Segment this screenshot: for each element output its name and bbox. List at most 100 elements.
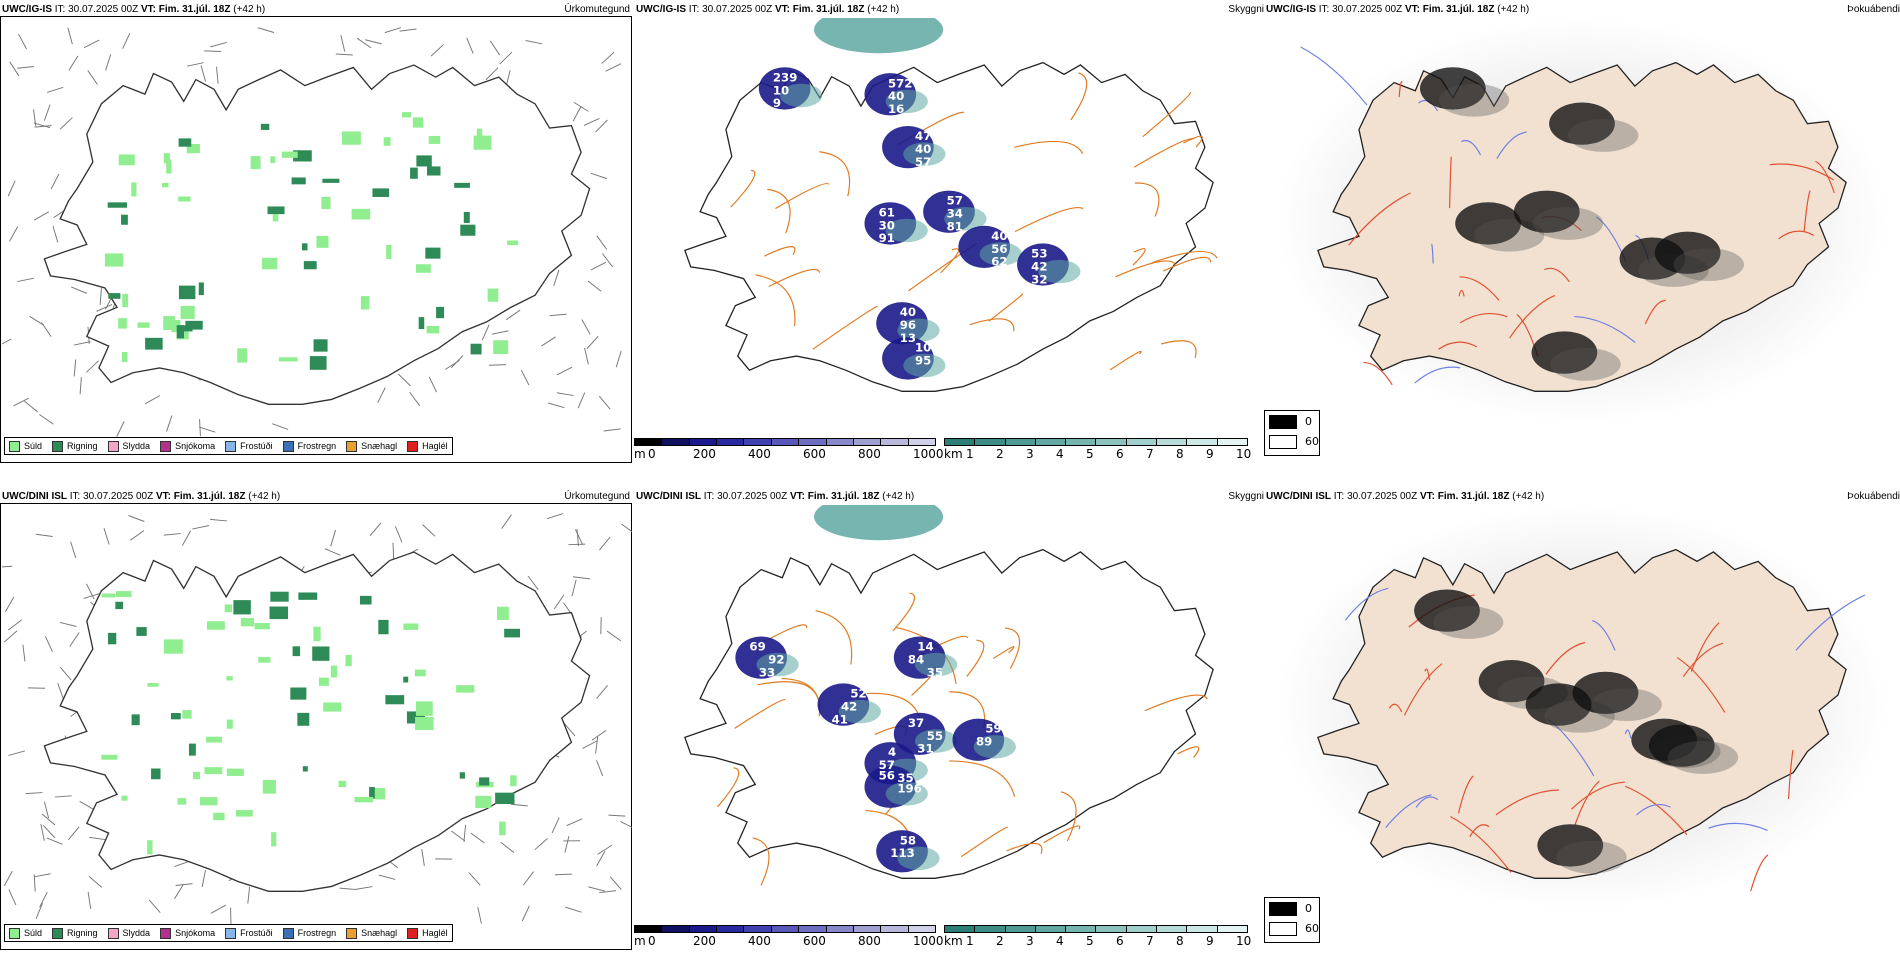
wind-barb (577, 529, 578, 546)
precip-cell (151, 769, 160, 780)
wind-barb (34, 212, 49, 220)
colorbar-swatch (827, 926, 854, 932)
wind-barb (4, 871, 12, 886)
wind-barb (60, 622, 76, 626)
wind-barb (599, 396, 610, 409)
wind-barb (478, 907, 482, 924)
wind-barb (588, 887, 604, 891)
wind-barb (567, 819, 582, 826)
precip-cell (416, 701, 433, 716)
wind-barb (53, 226, 58, 242)
height-unit: m (634, 447, 646, 461)
colorbar-swatch (975, 926, 1005, 932)
wind-barb (204, 51, 221, 52)
precip-cell (108, 293, 120, 299)
precip-cell (171, 713, 181, 719)
precip-cell (193, 772, 200, 779)
cloud-base-label: 89 (976, 735, 992, 749)
colorbar-tick: 6 (1116, 934, 1124, 948)
cloud-base-label: 37 (908, 716, 924, 730)
colorbar-tick: 9 (1206, 447, 1214, 461)
wind-barb (74, 342, 91, 345)
colorbar-swatch (909, 926, 935, 932)
cloud-base-label: 32 (1031, 272, 1047, 286)
colorbar-swatch (881, 439, 908, 445)
cloud-base-label: 52 (850, 687, 866, 701)
precip-type-panel: UWC/IG-IS IT: 30.07.2025 00Z VT: Fim. 31… (0, 0, 634, 470)
wind-barb (400, 29, 417, 31)
precip-cell (385, 695, 404, 704)
precip-cell (436, 307, 444, 318)
legend-item: Haglél (407, 441, 448, 452)
fog-area (1550, 348, 1620, 381)
wind-barb (74, 359, 76, 376)
wind-barb (217, 67, 219, 84)
precip-cell (475, 796, 491, 808)
legend-label: Snæhagl (361, 441, 397, 451)
wind-barb (582, 741, 597, 749)
legend-label: Haglél (422, 441, 448, 451)
legend-swatch (108, 441, 119, 452)
colorbar-swatch (662, 439, 689, 445)
precip-cell (204, 767, 222, 774)
precip-cell (145, 338, 163, 350)
colorbar-swatch (1066, 439, 1096, 445)
precip-cell (255, 623, 270, 629)
precip-cell (268, 206, 285, 214)
precip-cell (227, 720, 233, 729)
wind-barb (272, 424, 288, 430)
legend-item: Snjókoma (160, 441, 215, 452)
precip-cell (402, 112, 411, 117)
precip-cell (290, 688, 306, 700)
wind-barb (535, 838, 548, 849)
wind-barb (501, 842, 514, 853)
colorbar-swatch (1036, 926, 1066, 932)
legend-label: Snjókoma (175, 441, 215, 451)
precip-cell (262, 258, 277, 269)
fog-value: 0 (1305, 415, 1312, 428)
colorbar-swatch (909, 439, 935, 445)
wind-barb (365, 40, 381, 44)
precip-cell (427, 326, 440, 333)
fog-index-panel: UWC/IG-IS IT: 30.07.2025 00Z VT: Fim. 31… (1264, 0, 1900, 470)
legend-item: Snæhagl (346, 928, 397, 939)
wind-barb (582, 320, 590, 335)
wind-barb (8, 620, 21, 630)
colorbar-tick: 1000 (913, 934, 944, 948)
wind-barb (597, 236, 607, 250)
cloud-base-label: 62 (991, 255, 1007, 269)
precip-cell (415, 670, 426, 677)
precip-cell (178, 798, 187, 805)
colorbar-tick: 2 (996, 934, 1004, 948)
cloud-base-label: 42 (1031, 259, 1047, 273)
panel-header: UWC/DINI ISL IT: 30.07.2025 00Z VT: Fim.… (636, 491, 914, 502)
wind-barb (548, 403, 564, 408)
colorbar-tick: 0 (648, 447, 656, 461)
colorbar-swatch (635, 439, 662, 445)
height-colorbar-strip (634, 925, 936, 933)
panel-header: UWC/DINI ISL IT: 30.07.2025 00Z VT: Fim.… (1266, 491, 1544, 502)
cloud-base-label: 4 (888, 745, 896, 759)
colorbar-swatch (717, 926, 744, 932)
visibility-unit: km (944, 447, 963, 461)
wind-barb (40, 892, 48, 907)
legend-swatch (52, 441, 63, 452)
fog-area (1556, 841, 1626, 874)
precip-cell (499, 822, 506, 836)
precip-cell (378, 620, 388, 634)
wind-barb (69, 56, 78, 70)
wind-barb (511, 804, 528, 806)
precip-cell (342, 131, 361, 144)
precip-cell (354, 797, 373, 802)
colorbar-swatch (827, 439, 854, 445)
colorbar-swatch (1036, 439, 1066, 445)
wind-barb (592, 730, 606, 740)
precip-cell (293, 646, 300, 656)
wind-barb (521, 370, 529, 385)
wind-barb (47, 87, 63, 92)
fog-value: 60 (1305, 922, 1319, 935)
cloud-base-label: 31 (917, 742, 933, 756)
colorbar-swatch (1006, 439, 1036, 445)
legend-label: Súld (24, 441, 42, 451)
